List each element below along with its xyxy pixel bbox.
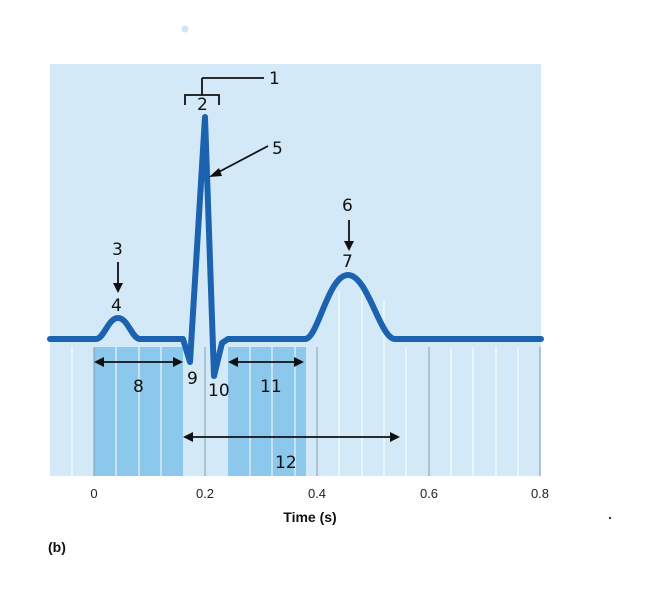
label-4: 4 [111,296,122,316]
label-1: 1 [269,69,280,89]
annotation-lines [96,77,398,438]
x-axis-title: Time (s) [283,509,336,525]
major-grid-lines [93,347,541,476]
interval-band-st [228,347,306,476]
tick-label-0-4: 0.4 [308,486,326,501]
label-6: 6 [342,196,353,216]
label-12: 12 [275,453,297,473]
label-5: 5 [272,139,283,159]
decorative-dot [181,25,189,33]
tick-label-0-8: 0.8 [531,486,549,501]
grid-lines [71,285,519,476]
label-11: 11 [260,377,282,397]
ecg-trace [47,114,544,379]
label-9: 9 [187,369,198,389]
tick-label-0-2: 0.2 [196,486,214,501]
decorative-dot-small [608,516,612,520]
tick-label-0-6: 0.6 [420,486,438,501]
x-axis: 0 0.2 0.4 0.6 0.8 Time (s) [90,486,549,525]
panel-label: (b) [48,539,66,555]
label-8: 8 [133,377,144,397]
label-7: 7 [342,252,353,272]
label-10: 10 [208,381,230,401]
arrow-heads [94,168,400,442]
label-3: 3 [112,240,123,260]
label-2: 2 [197,95,208,115]
tick-label-0: 0 [90,486,97,501]
